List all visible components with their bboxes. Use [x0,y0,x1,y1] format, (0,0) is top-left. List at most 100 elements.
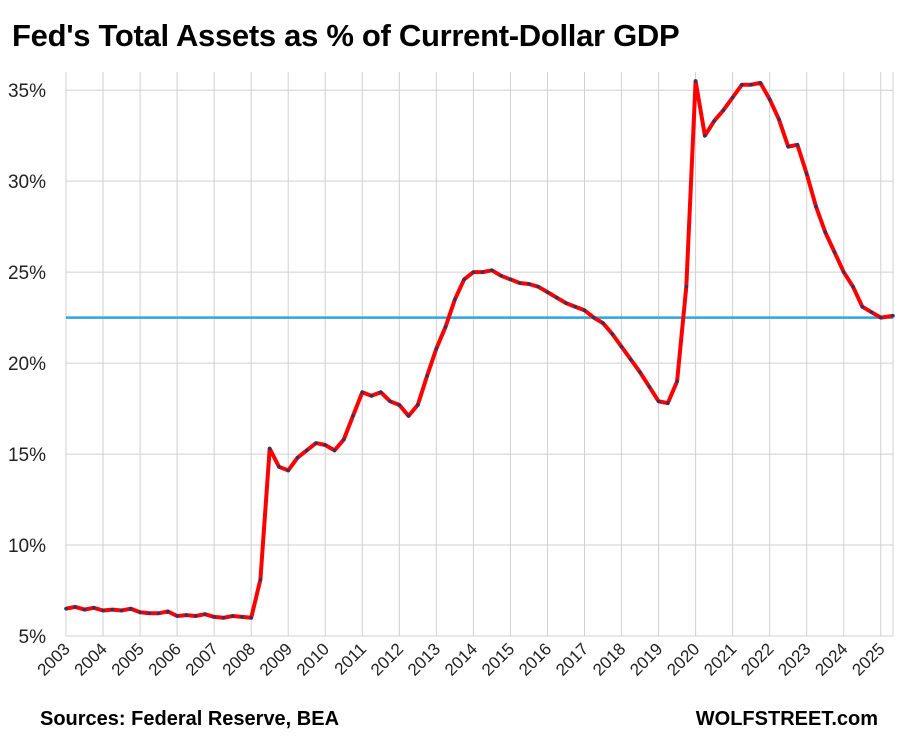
x-tick-label: 2005 [108,639,148,679]
data-point [712,119,716,123]
data-point [443,324,448,329]
data-point [332,448,337,453]
x-tick-label: 2013 [404,639,444,679]
grid-lines [65,72,894,637]
data-point [314,441,318,445]
data-point [369,394,374,398]
data-point [490,268,494,273]
y-axis: 5% 10% 15% 20% 25% 30% 35% [8,81,46,648]
x-tick-label: 2010 [293,639,333,679]
x-tick-label: 2017 [552,639,592,679]
data-point [258,577,263,582]
data-point [638,370,642,374]
data-point [193,614,198,618]
data-point [212,615,216,619]
data-point [777,117,781,122]
data-point [73,605,78,609]
y-tick-label: 20% [8,354,46,375]
x-tick-label: 2020 [663,639,703,679]
data-point [304,448,309,453]
data-point [499,273,503,278]
data-point [341,437,346,442]
data-point [573,304,578,309]
data-point [749,82,753,87]
data-point [693,79,698,83]
x-tick-label: 2008 [219,639,259,679]
data-point [795,142,800,147]
y-tick-label: 15% [8,445,46,466]
data-markers [64,79,895,620]
data-point [286,468,291,473]
data-point [230,614,235,618]
data-point [379,390,383,395]
data-point [804,172,809,176]
data-point [536,284,541,289]
x-tick-label: 2007 [182,639,222,679]
data-point [730,95,735,100]
data-point [554,295,559,300]
data-point [878,315,883,320]
data-point [462,277,466,282]
data-point [480,270,485,274]
x-tick-label: 2022 [737,639,777,679]
data-point [295,455,300,460]
data-point [416,403,420,407]
data-point [545,290,550,294]
data-point [453,297,457,302]
data-point [184,613,189,617]
data-point [814,204,818,209]
data-point [841,270,846,274]
x-tick-label: 2011 [331,639,370,678]
data-point [175,614,179,618]
y-tick-label: 30% [8,172,46,193]
data-point [129,606,133,611]
data-point [628,357,633,362]
watermark: WOLFSTREET.com [695,708,878,730]
y-tick-label: 10% [8,536,46,557]
data-point [527,282,531,286]
data-point [277,465,281,469]
data-point [119,608,124,613]
y-tick-label: 25% [8,263,46,284]
data-point [138,610,142,615]
data-point [851,284,855,289]
data-point [740,82,744,87]
chart-title: Fed's Total Assets as % of Current-Dolla… [12,18,680,53]
data-point [721,108,726,113]
data-point [666,401,670,405]
data-point [758,81,763,85]
series-line [65,79,894,620]
x-tick-label: 2006 [145,639,185,679]
data-point [323,443,328,447]
data-point [471,270,476,274]
x-tick-label: 2024 [811,639,851,679]
x-tick-label: 2025 [848,639,888,679]
y-tick-label: 35% [8,81,46,102]
data-point [601,321,605,325]
x-tick-label: 2014 [441,639,481,679]
data-point [156,611,161,616]
data-point [221,616,226,620]
x-tick-label: 2018 [589,639,629,679]
data-point [891,313,895,318]
data-point [110,607,115,612]
data-point [582,308,587,313]
data-point [675,379,679,384]
data-point [434,346,439,351]
data-point [166,609,170,614]
data-point [591,315,596,320]
data-point [388,399,392,404]
data-point [869,310,874,314]
data-point [823,230,828,234]
data-point [619,344,624,349]
x-tick-label: 2004 [71,639,111,679]
data-point [360,390,365,395]
y-tick-label: 5% [19,627,47,648]
x-tick-label: 2009 [256,639,296,679]
data-point [64,606,68,611]
data-point [203,612,207,616]
x-axis: 2003200420052006200720082009201020112012… [34,639,889,679]
x-tick-label: 2023 [774,639,814,679]
data-point [425,374,429,378]
data-point [101,608,105,613]
